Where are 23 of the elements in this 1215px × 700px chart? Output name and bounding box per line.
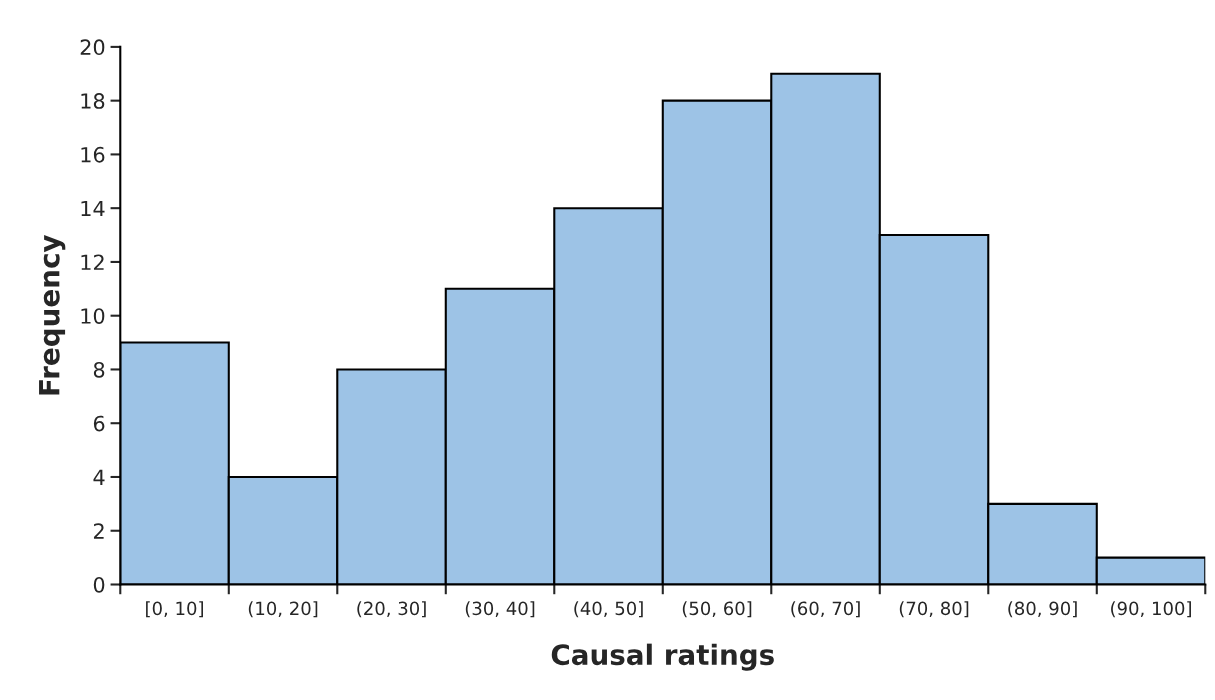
y-tick-label: 12 [81,254,104,270]
y-tick-label: 2 [93,523,104,539]
x-tick-label: (80, 90] [1008,601,1077,618]
x-tick-label: (40, 50] [574,601,643,618]
x-tick-label: (90, 100] [1111,601,1191,618]
y-axis-title: Frequency [39,234,66,395]
y-tick-label: 10 [81,308,105,324]
x-tick-label: [0, 10] [146,601,203,618]
x-axis-title: Causal ratings [551,643,774,671]
x-tick-label: (30, 40] [465,601,535,618]
y-tick-label: 14 [81,200,105,217]
x-tick-label: (10, 20] [248,601,318,618]
y-tick-label: 6 [93,415,105,432]
y-tick-label: 8 [93,361,105,378]
x-tick-label: (50, 60] [682,601,752,618]
y-tick-label: 20 [80,39,105,56]
x-tick-label: (60, 70] [791,601,860,618]
y-tick-label: 18 [81,93,105,109]
y-tick-label: 4 [93,469,105,485]
y-tick-label: 16 [81,146,105,163]
x-tick-label: (70, 80] [899,601,969,618]
y-tick-label: 0 [93,576,105,593]
x-tick-label: (20, 30] [357,601,426,618]
